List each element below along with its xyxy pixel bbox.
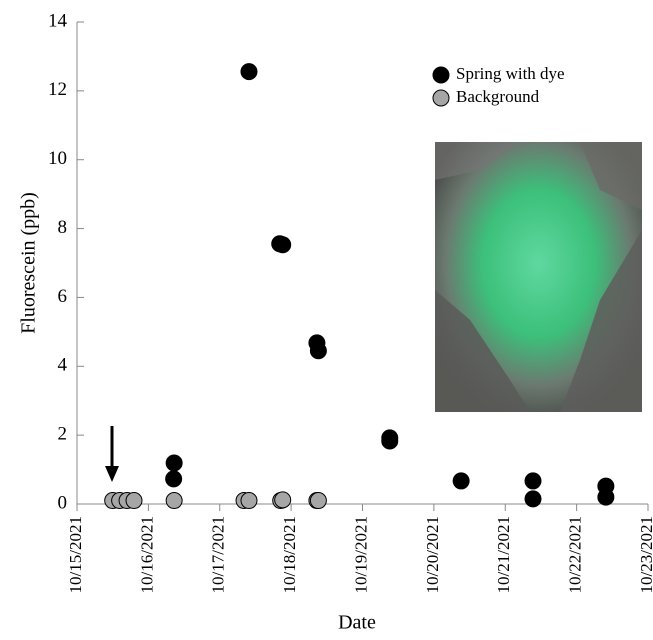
y-tick-label: 10 [48, 148, 67, 169]
legend-marker [433, 90, 449, 106]
point [382, 433, 398, 449]
arrow [105, 426, 119, 482]
x-tick-label: 10/16/2021 [137, 516, 156, 593]
x-tick-label: 10/19/2021 [351, 516, 370, 593]
y-tick-label: 6 [58, 286, 68, 307]
x-tick-label: 10/20/2021 [423, 516, 442, 593]
point [241, 64, 257, 80]
x-tick-label: 10/22/2021 [566, 516, 585, 593]
point [166, 471, 182, 487]
point [310, 343, 326, 359]
point [525, 473, 541, 489]
x-tick-label: 10/21/2021 [494, 516, 513, 593]
legend-label: Spring with dye [456, 64, 565, 83]
point [166, 455, 182, 471]
y-tick-label: 8 [58, 217, 68, 238]
point [241, 493, 257, 509]
y-tick-label: 2 [58, 424, 68, 445]
x-tick-label: 10/23/2021 [637, 516, 653, 593]
x-axis-label: Date [338, 612, 376, 634]
legend-label: Background [456, 87, 540, 106]
point [453, 473, 469, 489]
point [525, 491, 541, 507]
point [598, 489, 614, 505]
point [275, 492, 291, 508]
y-tick-label: 0 [58, 492, 68, 513]
y-tick-label: 14 [48, 10, 68, 31]
y-axis-label: Fluorescein (ppb) [18, 192, 40, 334]
point [126, 493, 142, 509]
x-tick-label: 10/15/2021 [66, 516, 85, 593]
x-tick-label: 10/17/2021 [209, 516, 228, 593]
x-tick-label: 10/18/2021 [280, 516, 299, 593]
point [310, 493, 326, 509]
y-tick-label: 4 [58, 355, 68, 376]
y-tick-label: 12 [48, 79, 67, 100]
legend-marker [433, 67, 449, 83]
point [275, 237, 291, 253]
chart: Fluorescein (ppb) Date 0 2 4 6 8 10 12 14 10/15/… [0, 0, 653, 635]
point [166, 493, 182, 509]
photo-inset [435, 142, 642, 412]
